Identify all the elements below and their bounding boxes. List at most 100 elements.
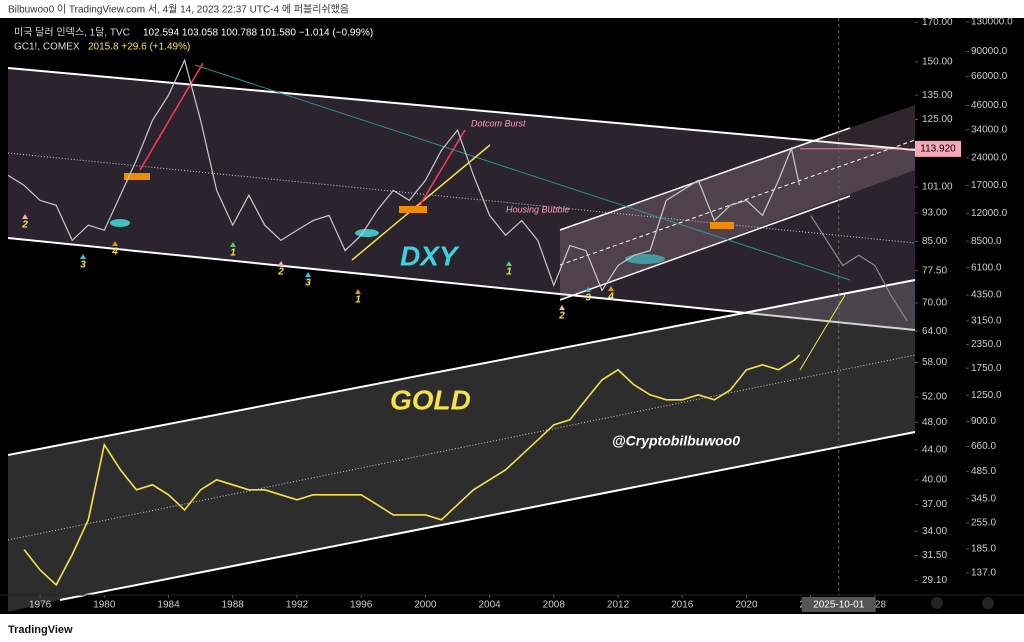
wave-marker: [112, 241, 118, 246]
y-tick-label: 170.00: [922, 17, 953, 28]
wave-marker: [585, 287, 591, 292]
y-tick-label: 31.50: [922, 550, 947, 561]
y2-tick-label: 24000.0: [971, 152, 1008, 163]
y-tick-label: 93.00: [922, 208, 947, 219]
axis-panel: [915, 18, 1024, 614]
wave-marker: [230, 242, 236, 247]
y-tick-label: 34.00: [922, 526, 947, 537]
publish-info: Bilbuwoo0 이 TradingView.com 서, 4월 14, 20…: [8, 3, 349, 16]
wave-marker: [278, 261, 284, 266]
x-tick-label: 2000: [414, 600, 437, 611]
gold-label: GOLD: [390, 384, 471, 415]
y-tick-label: 101.00: [922, 182, 953, 193]
x-tick-label: 2008: [543, 600, 566, 611]
trend-line: [139, 62, 204, 171]
y-tick-label: 125.00: [922, 114, 953, 125]
y2-tick-label: 345.0: [971, 493, 996, 504]
dxy-channel: [8, 68, 915, 330]
y2-tick-label: 900.0: [971, 416, 996, 427]
y2-tick-label: 255.0: [971, 518, 996, 529]
note: Dotcom Burst: [471, 118, 526, 128]
x-tick-label: 1980: [93, 600, 116, 611]
y2-tick-label: 66000.0: [971, 71, 1008, 82]
channel-line: [559, 195, 851, 301]
y-tick-label: 70.00: [922, 298, 947, 309]
gold-name: GC1!, COMEX: [14, 42, 80, 53]
channel-line: [7, 67, 916, 151]
y2-tick-label: 6100.0: [971, 262, 1002, 273]
wave-marker: [22, 214, 28, 219]
channel-mid: [7, 152, 916, 244]
x-tick-label: 1992: [286, 600, 309, 611]
y2-tick-label: 8500.0: [971, 236, 1002, 247]
y-tick-label: 85.00: [922, 236, 947, 247]
y2-tick-label: 1750.0: [971, 363, 1002, 374]
y-tick-label: 64.00: [922, 326, 947, 337]
wave-label: 2: [558, 311, 565, 322]
zone: [399, 206, 427, 213]
footer: TradingView: [8, 624, 73, 636]
y2-tick-label: 3150.0: [971, 316, 1002, 327]
wave-marker: [608, 286, 614, 291]
y2-tick-label: 185.0: [971, 543, 996, 554]
wave-label: 4: [111, 247, 118, 258]
x-tick-label: 2004: [478, 600, 501, 611]
y2-tick-label: 1250.0: [971, 390, 1002, 401]
channel-line: [59, 431, 916, 601]
y2-tick-label: 17000.0: [971, 180, 1008, 191]
y-tick-label: 58.00: [922, 357, 947, 368]
price-tag-label: 113.920: [920, 144, 956, 155]
zone: [124, 173, 150, 180]
x-tick-label: 2020: [735, 600, 758, 611]
x-tick-label: 1996: [350, 600, 373, 611]
x-tick-label: 2012: [607, 600, 630, 611]
zone: [625, 254, 665, 264]
wave-label: 3: [585, 293, 591, 304]
y2-tick-label: 34000.0: [971, 124, 1008, 135]
zone: [355, 229, 379, 237]
x-tick-label: 1984: [157, 600, 180, 611]
series-line: [7, 58, 800, 292]
y2-tick-label: 660.0: [971, 441, 996, 452]
x-tick-label: 2016: [671, 600, 694, 611]
wave-marker: [305, 272, 311, 277]
series-line: [810, 215, 908, 321]
y-tick-label: 40.00: [922, 475, 947, 486]
button[interactable]: [931, 597, 943, 609]
wave-marker: [355, 289, 361, 294]
y2-tick-label: 137.0: [971, 567, 996, 578]
wave-label: 2: [277, 267, 284, 278]
gold-quote: 2015.8 +29.6 (+1.49%): [88, 42, 190, 53]
dxy-quote: 102.594 103.058 100.788 101.580 −1.014 (…: [143, 28, 373, 39]
price-tag: [915, 140, 961, 157]
y-tick-label: 48.00: [922, 417, 947, 428]
y2-tick-label: 12000.0: [971, 208, 1008, 219]
y-tick-label: 77.50: [922, 265, 947, 276]
channel-line: [559, 127, 851, 231]
wave-label: 2: [21, 220, 28, 231]
wave-label: 3: [305, 278, 311, 289]
y2-tick-label: 46000.0: [971, 100, 1008, 111]
dxy-name: 미국 달러 인덱스, 1달, TVC: [14, 27, 130, 39]
dxy-label: DXY: [400, 240, 460, 271]
y2-tick-label: 90000.0: [971, 46, 1008, 57]
x-tick-label: 1976: [29, 600, 52, 611]
wave-label: 1: [355, 295, 361, 306]
y-tick-label: 150.00: [922, 56, 953, 67]
button[interactable]: [982, 597, 994, 609]
zone: [110, 219, 130, 227]
trend-line: [419, 129, 466, 206]
trend-line: [194, 64, 851, 281]
crosshair-tag: [801, 597, 876, 612]
channel-line: [7, 237, 916, 331]
y2-tick-label: 130000.0: [971, 17, 1013, 28]
channel-mid: [7, 354, 916, 541]
wave-label: 1: [230, 248, 236, 259]
wave-label: 4: [607, 292, 614, 303]
y-tick-label: 52.00: [922, 392, 947, 403]
y-tick-label: 135.00: [922, 90, 953, 101]
arrow-line: [799, 294, 846, 371]
gold-channel: [8, 280, 915, 612]
series-line: [23, 354, 800, 587]
